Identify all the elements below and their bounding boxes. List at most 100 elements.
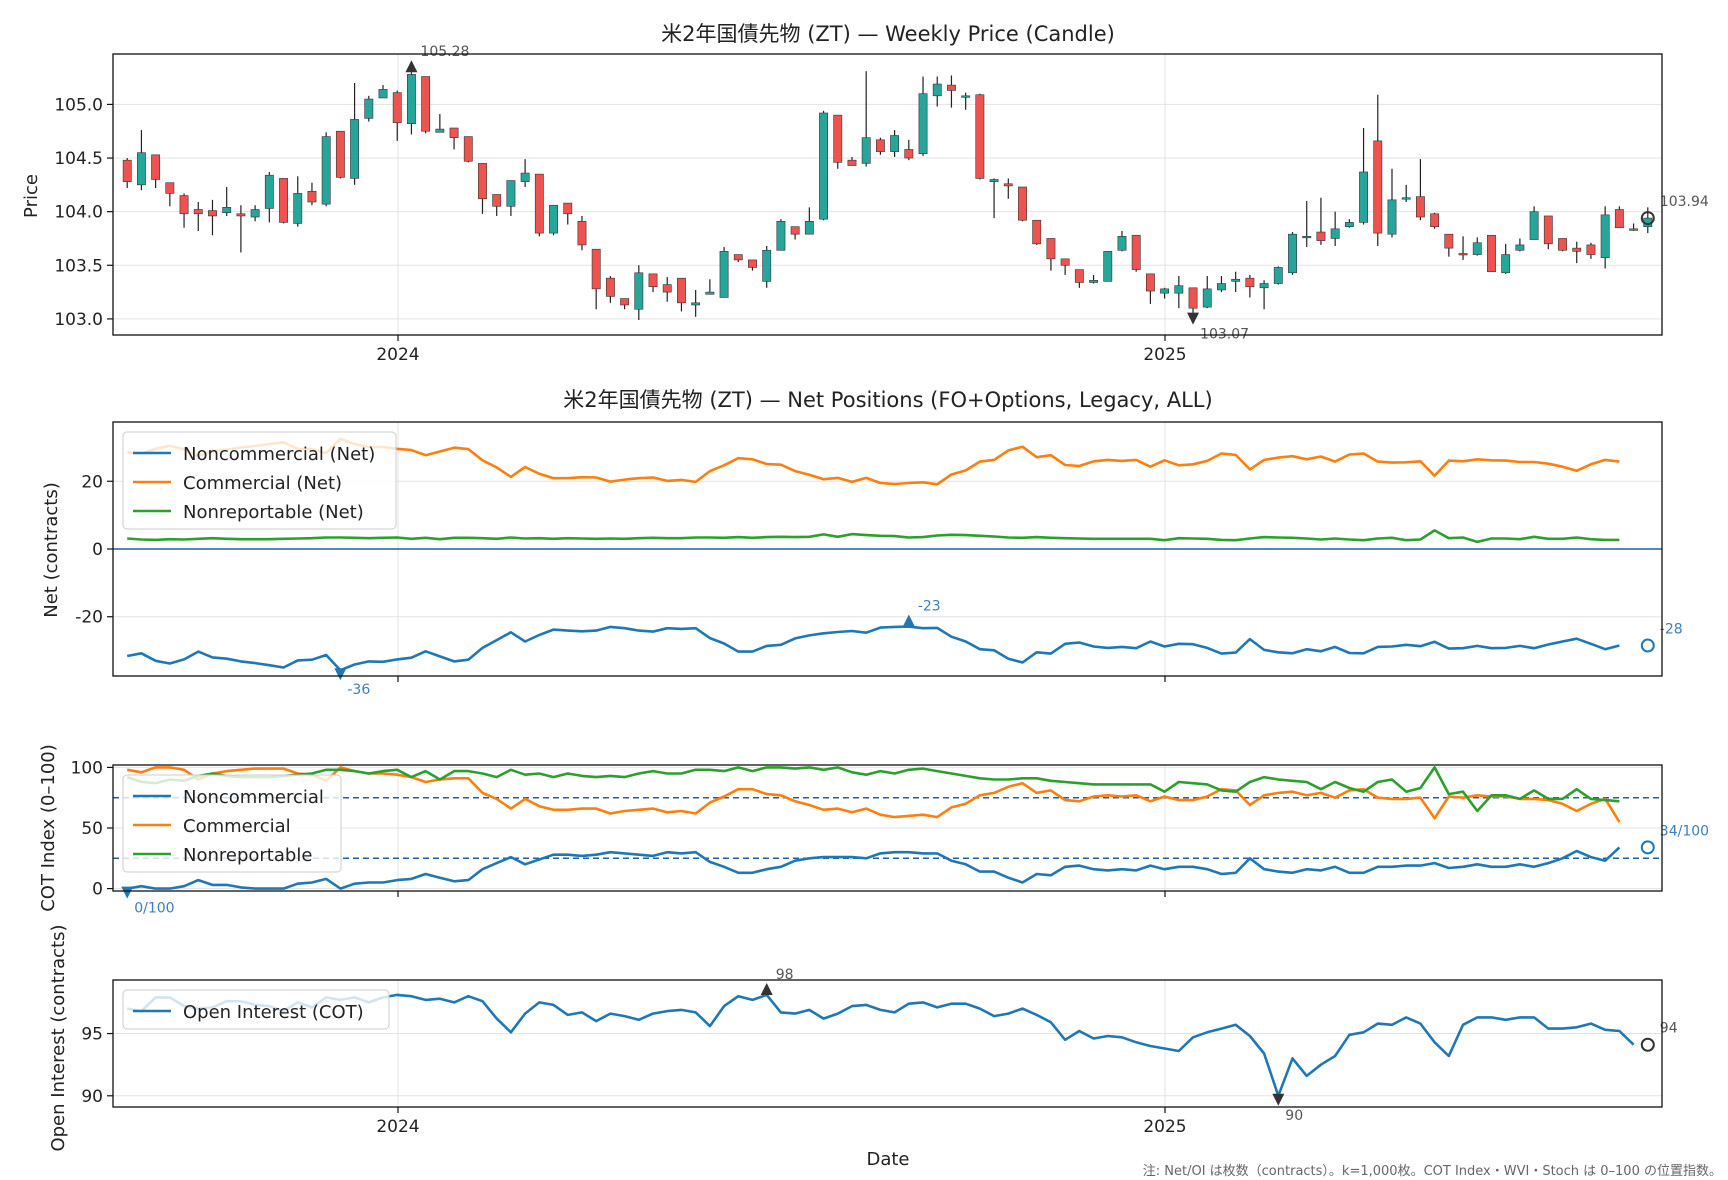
min-label: -36 — [347, 682, 370, 698]
candle-down — [833, 114, 843, 163]
y-tick-label: 95 — [81, 1025, 103, 1045]
candle-down — [122, 159, 132, 182]
candle-down — [620, 298, 630, 306]
y-tick-label: 0 — [92, 880, 103, 900]
candle-down — [1046, 238, 1056, 260]
y-tick-label: 104.5 — [54, 149, 103, 169]
cot-y-axis-label: COT Index (0–100) — [38, 744, 59, 912]
candle-up — [1529, 211, 1539, 240]
candle-up — [1515, 244, 1525, 251]
candle-down — [1145, 273, 1155, 292]
x-tick-label: 2025 — [1143, 1117, 1186, 1137]
candle-down — [1458, 253, 1468, 256]
candle-down — [534, 173, 544, 234]
net-plot-area: -20 0 20 Noncommercial (Net) Commercial (Net… — [75, 421, 1683, 698]
axes-frame — [112, 979, 1663, 1108]
candle-down — [748, 259, 757, 268]
candle-down — [279, 178, 288, 223]
candle-down — [847, 159, 857, 166]
x-tick-label: 2024 — [376, 345, 419, 365]
price-plot-area: 103.0 103.5 104.0 104.5 105.0 2024 2025 105.28 1… — [54, 44, 1709, 365]
candle-up — [1387, 199, 1397, 235]
x-tick-label: 2024 — [376, 1117, 419, 1137]
candle-up — [918, 93, 928, 155]
candle-down — [392, 92, 402, 123]
candle-up — [1117, 236, 1127, 251]
legend-label: Noncommercial (Net) — [183, 444, 375, 465]
candle-down — [193, 209, 203, 215]
candle-down — [1415, 196, 1425, 218]
candle-down — [449, 127, 459, 138]
legend-label: Open Interest (COT) — [183, 1002, 364, 1023]
candle-up — [1273, 267, 1283, 284]
last-marker — [1640, 840, 1655, 855]
x-axis-label: Date — [866, 1149, 909, 1170]
candle-up — [804, 221, 814, 235]
candle-down — [563, 202, 573, 215]
candle-up — [1302, 236, 1312, 239]
candle-up — [961, 95, 971, 98]
y-tick-label: 105.0 — [54, 95, 103, 115]
y-tick-label: 20 — [81, 472, 103, 492]
y-tick-label: 104.0 — [54, 203, 103, 223]
min-label: 0/100 — [134, 901, 174, 917]
candle-up — [1231, 278, 1241, 282]
candle-up — [321, 136, 331, 205]
x-tick-label: 2025 — [1143, 345, 1186, 365]
candle-up — [1160, 288, 1170, 294]
candle-down — [1003, 183, 1013, 187]
candle-up — [819, 112, 828, 220]
candle-up — [378, 89, 388, 99]
legend-label: Nonreportable (Net) — [183, 502, 364, 523]
last-label: 94 — [1660, 1021, 1678, 1037]
candle-down — [307, 190, 317, 203]
last-marker — [1640, 638, 1655, 653]
net-y-axis-label: Net (contracts) — [41, 482, 62, 618]
candle-up — [1330, 228, 1340, 239]
commercial-line — [126, 766, 1621, 823]
y-tick-label: 103.0 — [54, 310, 103, 330]
candle-down — [1018, 186, 1027, 221]
candle-down — [648, 273, 658, 288]
candle-down — [1586, 244, 1596, 255]
max-label: 105.28 — [420, 44, 469, 60]
candle-down — [1373, 140, 1383, 234]
candle-up — [932, 83, 942, 97]
candle-down — [1558, 238, 1567, 251]
candle-down — [179, 195, 189, 215]
candle-up — [1629, 228, 1638, 231]
y-tick-label: 0 — [92, 540, 103, 560]
y-tick-label: 103.5 — [54, 256, 103, 276]
price-y-axis-label: Price — [21, 174, 42, 218]
candle-up — [1103, 251, 1113, 282]
candle-down — [1444, 233, 1454, 249]
candle-up — [520, 172, 530, 182]
candle-down — [1316, 231, 1326, 241]
candle-down — [165, 182, 175, 194]
candle-up — [762, 249, 772, 282]
candle-up — [1344, 222, 1354, 227]
candle-up — [1259, 283, 1269, 289]
candle-down — [208, 210, 217, 217]
candle-up — [890, 135, 900, 152]
candle-down — [591, 248, 601, 290]
candle-up — [705, 291, 715, 295]
candle-up — [719, 251, 729, 298]
candle-down — [733, 254, 743, 261]
candle-down — [1060, 258, 1070, 266]
oi-y-axis-label: Open Interest (contracts) — [48, 924, 69, 1151]
nonreportable-net-line — [127, 529, 1620, 544]
candle-down — [463, 136, 473, 162]
y-tick-label: 100 — [71, 758, 103, 778]
candle-up — [1089, 280, 1098, 283]
candle-up — [1202, 288, 1212, 308]
candle-down — [1487, 234, 1496, 273]
candle-down — [662, 284, 672, 293]
legend: Noncommercial Commercial Nonreportable — [122, 774, 342, 873]
candle-down — [790, 226, 800, 235]
max-label: -23 — [918, 599, 941, 615]
legend-box — [122, 774, 342, 873]
candle-up — [634, 272, 644, 310]
candle-down — [236, 213, 246, 217]
candle-up — [776, 221, 786, 251]
